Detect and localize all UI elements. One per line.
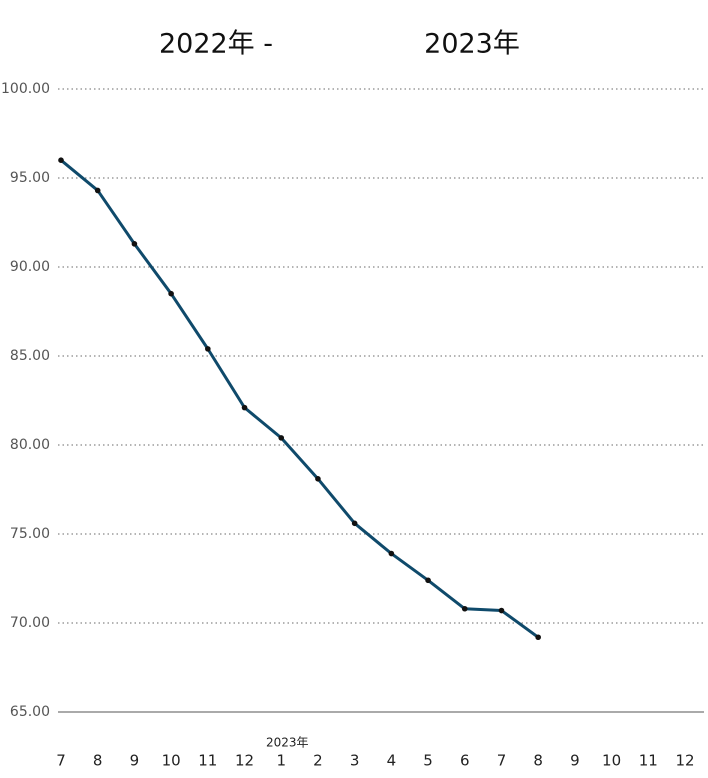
x-tick-label: 8 — [533, 752, 543, 770]
y-tick-label: 70.00 — [10, 615, 50, 631]
data-point — [205, 346, 211, 352]
x-annotation: 2023年 — [266, 736, 309, 750]
data-point — [278, 435, 285, 441]
x-tick-label: 10 — [162, 752, 181, 770]
x-tick-label: 3 — [350, 752, 360, 770]
data-point — [535, 634, 541, 641]
x-tick-label: 5 — [423, 752, 433, 770]
data-point — [315, 476, 321, 482]
x-tick-label: 10 — [602, 752, 621, 770]
x-tick-label: 6 — [460, 752, 470, 770]
x-tick-label: 2 — [313, 752, 323, 770]
data-point — [498, 607, 505, 614]
x-tick-label: 8 — [93, 752, 103, 770]
x-tick-label: 11 — [639, 752, 658, 770]
chart-title: 2022年 - — [159, 29, 273, 60]
y-tick-label: 95.00 — [10, 170, 50, 186]
chart-title-right: 2023年 — [424, 29, 520, 60]
y-tick-label: 100.00 — [1, 81, 50, 97]
data-point — [94, 187, 101, 194]
data-point — [58, 157, 64, 163]
data-point — [131, 241, 138, 247]
y-tick-label: 80.00 — [10, 437, 50, 453]
y-tick-label: 90.00 — [10, 259, 50, 275]
x-tick-label: 4 — [387, 752, 397, 770]
data-point — [168, 290, 174, 297]
x-tick-label: 9 — [130, 752, 140, 770]
x-tick-label: 1 — [276, 752, 286, 770]
x-tick-label: 12 — [235, 752, 254, 770]
y-tick-label: 65.00 — [10, 704, 50, 720]
data-point — [351, 520, 358, 527]
x-tick-label: 12 — [675, 752, 694, 770]
data-point — [241, 404, 248, 411]
data-point — [388, 550, 395, 557]
data-line — [60, 159, 540, 639]
y-tick-label: 75.00 — [10, 526, 50, 542]
data-point — [461, 605, 468, 612]
y-tick-label: 85.00 — [10, 348, 50, 364]
x-tick-label: 7 — [497, 752, 507, 770]
x-tick-label: 11 — [198, 752, 217, 770]
x-tick-label: 7 — [56, 752, 66, 770]
x-tick-label: 9 — [570, 752, 580, 770]
data-point — [425, 577, 431, 584]
